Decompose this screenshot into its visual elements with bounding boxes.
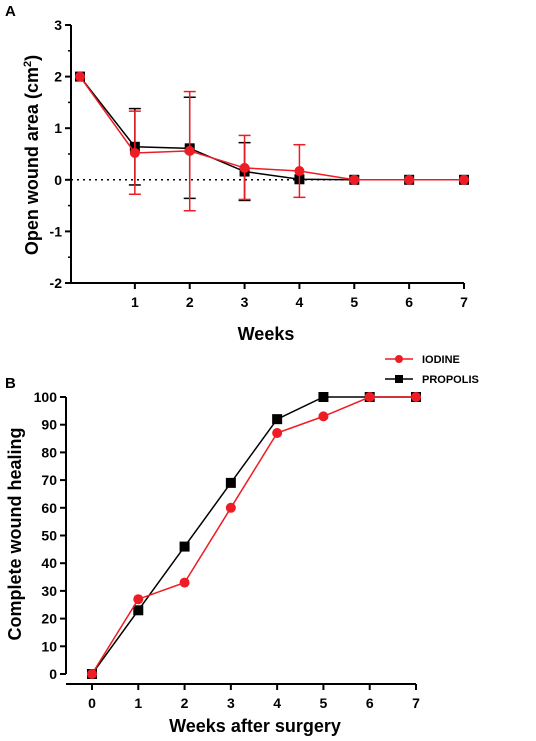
- panel-a-x-tick-label: 7: [460, 294, 468, 310]
- panel-a-x-tick-label: 6: [405, 294, 413, 310]
- panel-b-x-tick-label: 4: [273, 695, 281, 711]
- panel-b-propolis-point: [179, 541, 190, 552]
- legend-iodine-marker: [395, 355, 403, 363]
- panel-a-iodine-point: [184, 145, 195, 156]
- legend-propolis-marker: [395, 375, 403, 383]
- panel-b-y-tick-label: 30: [41, 583, 57, 599]
- panel-a-y-axis-title-sup: 2: [22, 61, 34, 67]
- panel-a-iodine-point: [294, 166, 305, 177]
- panel-a-x-tick-label: 1: [131, 294, 139, 310]
- panel-a-iodine-series-line: [79, 76, 464, 181]
- panel-a-x-axis-title: Weeks: [238, 324, 295, 344]
- panel-a-y-tick-label: 1: [54, 120, 62, 136]
- panel-a-x-tick-label: 2: [186, 294, 194, 310]
- panel-b-propolis-point: [225, 477, 236, 488]
- panel-a-y-tick-label: 3: [54, 17, 62, 33]
- panel-b-letter: B: [5, 375, 16, 392]
- panel-a-y-tick-label: 2: [54, 69, 62, 85]
- panel-b-y-tick-label: 20: [41, 611, 57, 627]
- panel-a-iodine-point: [239, 162, 250, 173]
- panel-b-y-axis-title: Complete wound healing: [5, 427, 25, 640]
- panel-a-axes: -2 -1 0 1 2 3 1 2 3 4 5 6 7: [50, 17, 469, 310]
- panel-b-iodine-point: [179, 577, 190, 588]
- panel-b-x-tick-label: 5: [320, 695, 328, 711]
- panel-b-y-tick-label: 90: [41, 417, 57, 433]
- panel-b-chart: B 0 10 20 30 40 50 60 70 80 90 100 0 1 2 3 4 5 6 7 Weeks a…: [5, 375, 421, 736]
- legend-item-iodine: IODINE: [385, 354, 460, 366]
- legend: IODINE PROPOLIS: [385, 354, 479, 386]
- panel-a-iodine-point: [129, 147, 140, 158]
- panel-b-x-tick-label: 3: [227, 695, 235, 711]
- panel-b-y-tick-label: 10: [41, 638, 57, 654]
- panel-b-marks: [87, 392, 421, 679]
- panel-b-y-tick-label: 0: [49, 666, 57, 682]
- panel-b-x-tick-label: 7: [412, 695, 420, 711]
- panel-b-axes: 0 10 20 30 40 50 60 70 80 90 100 0 1 2 3 4 5 6 7: [34, 389, 420, 711]
- panel-a-marks: [75, 71, 469, 212]
- panel-a-iodine-point: [459, 174, 469, 185]
- panel-a-letter: A: [5, 3, 16, 20]
- panel-a-propolis-series-line: [79, 76, 464, 181]
- panel-b-propolis-series-line: [91, 396, 416, 675]
- panel-b-x-tick-label: 6: [366, 695, 374, 711]
- panel-a-y-axis-title: Open wound area (cm2): [22, 55, 42, 255]
- panel-a-x-tick-label: 4: [296, 294, 304, 310]
- panel-b-x-tick-label: 0: [88, 695, 96, 711]
- panel-a-y-axis-title-end: ): [22, 55, 42, 61]
- panel-b-iodine-point: [364, 392, 375, 402]
- panel-b-y-tick-label: 60: [41, 500, 57, 516]
- panel-b-iodine-point: [411, 392, 421, 402]
- panel-a-y-tick-label: -1: [50, 223, 63, 239]
- panel-a-iodine-point: [349, 174, 360, 185]
- panel-b-iodine-point: [272, 428, 283, 439]
- legend-iodine-label: IODINE: [422, 354, 460, 366]
- legend-propolis-label: PROPOLIS: [422, 374, 479, 386]
- panel-b-x-axis-title: Weeks after surgery: [169, 716, 341, 736]
- legend-item-propolis: PROPOLIS: [385, 374, 479, 386]
- panel-b-iodine-point: [87, 669, 97, 679]
- panel-b-y-tick-label: 40: [41, 555, 57, 571]
- panel-a-chart: A -2 -1 0 1 2 3 1 2 3 4 5 6 7 Weeks Open wound area …: [5, 3, 469, 344]
- panel-b-propolis-point: [133, 605, 144, 616]
- panel-b-x-tick-label: 1: [134, 695, 142, 711]
- panel-a-iodine-point: [404, 174, 415, 185]
- panel-b-y-tick-label: 50: [41, 528, 57, 544]
- panel-b-y-tick-label: 100: [34, 389, 58, 405]
- panel-b-iodine-point: [225, 502, 236, 513]
- panel-b-propolis-point: [318, 392, 329, 402]
- panel-a-y-axis-title-main: Open wound area (cm: [22, 67, 42, 255]
- panel-a-x-tick-label: 5: [350, 294, 358, 310]
- panel-b-iodine-series-line: [91, 396, 416, 675]
- panel-b-propolis-point: [272, 414, 283, 425]
- panel-b-iodine-point: [133, 594, 144, 605]
- panel-a-x-tick-label: 3: [241, 294, 249, 310]
- panel-b-y-tick-label: 80: [41, 444, 57, 460]
- panel-a-y-tick-label: 0: [54, 172, 62, 188]
- panel-b-iodine-point: [318, 411, 329, 422]
- panel-a-iodine-point: [75, 71, 85, 82]
- panel-b-y-tick-label: 70: [41, 472, 57, 488]
- panel-a-y-tick-label: -2: [50, 275, 63, 291]
- panel-b-x-tick-label: 2: [181, 695, 189, 711]
